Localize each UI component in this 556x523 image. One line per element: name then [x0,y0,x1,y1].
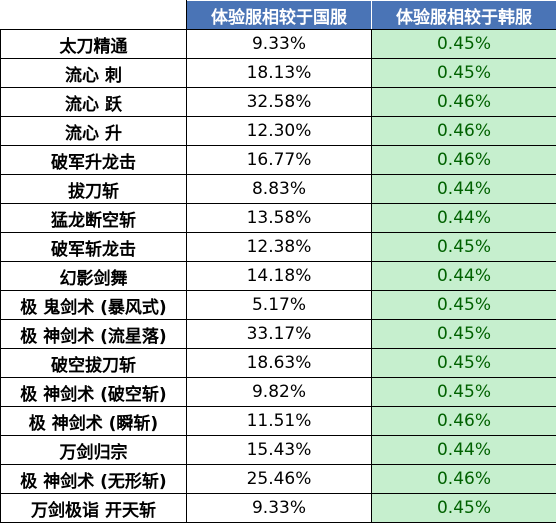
vs-kr-value-cell[interactable]: 0.44% [371,261,556,291]
vs-cn-value-cell[interactable]: 25.46% [186,464,372,494]
vs-cn-value-cell[interactable]: 18.13% [186,58,372,88]
table-row: 破军升龙击 16.77% 0.46% [0,145,556,175]
table-row: 极 神剑术 (破空斩) 9.82% 0.45% [0,377,556,407]
vs-kr-value-cell[interactable]: 0.45% [371,319,556,349]
skill-name-cell[interactable]: 极 鬼剑术 (暴风式) [0,290,187,320]
vs-kr-value-cell[interactable]: 0.44% [371,435,556,465]
vs-kr-value-cell[interactable]: 0.44% [371,174,556,204]
skill-name-cell[interactable]: 拔刀斩 [0,174,187,204]
vs-kr-value-cell[interactable]: 0.46% [371,464,556,494]
skill-name-cell[interactable]: 流心 刺 [0,58,187,88]
skill-name-cell[interactable]: 流心 升 [0,116,187,146]
skill-name-cell[interactable]: 万剑归宗 [0,435,187,465]
table-row: 太刀精通 9.33% 0.45% [0,29,556,59]
vs-kr-value-cell[interactable]: 0.45% [371,58,556,88]
vs-cn-value-cell[interactable]: 13.58% [186,203,372,233]
skill-name-cell[interactable]: 猛龙断空斩 [0,203,187,233]
table-body: 太刀精通 9.33% 0.45% 流心 刺 18.13% 0.45% 流心 跃 32.58% 0… [0,29,556,523]
table-row: 幻影剑舞 14.18% 0.44% [0,261,556,291]
vs-kr-value-cell[interactable]: 0.44% [371,203,556,233]
vs-cn-value-cell[interactable]: 16.77% [186,145,372,175]
vs-cn-value-cell[interactable]: 11.51% [186,406,372,436]
skill-name-cell[interactable]: 极 神剑术 (流星落) [0,319,187,349]
vs-cn-value-cell[interactable]: 5.17% [186,290,372,320]
skill-name-cell[interactable]: 万剑极诣 开天斩 [0,493,187,523]
vs-cn-value-cell[interactable]: 8.83% [186,174,372,204]
vs-cn-value-cell[interactable]: 9.82% [186,377,372,407]
vs-cn-value-cell[interactable]: 33.17% [186,319,372,349]
table-row: 万剑归宗 15.43% 0.44% [0,435,556,465]
header-vs-cn-server[interactable]: 体验服相较于国服 [186,0,372,30]
table-row: 极 神剑术 (无形斩) 25.46% 0.46% [0,464,556,494]
table-row: 极 神剑术 (流星落) 33.17% 0.45% [0,319,556,349]
vs-kr-value-cell[interactable]: 0.45% [371,377,556,407]
skill-name-cell[interactable]: 破空拔刀斩 [0,348,187,378]
header-row: 体验服相较于国服 体验服相较于韩服 [0,0,556,30]
skill-name-cell[interactable]: 破军斩龙击 [0,232,187,262]
vs-cn-value-cell[interactable]: 12.30% [186,116,372,146]
vs-kr-value-cell[interactable]: 0.45% [371,493,556,523]
table-row: 破军斩龙击 12.38% 0.45% [0,232,556,262]
skill-name-cell[interactable]: 极 神剑术 (无形斩) [0,464,187,494]
table-row: 万剑极诣 开天斩 9.33% 0.45% [0,493,556,523]
table-row: 猛龙断空斩 13.58% 0.44% [0,203,556,233]
vs-kr-value-cell[interactable]: 0.45% [371,29,556,59]
table-header: 体验服相较于国服 体验服相较于韩服 [0,0,556,30]
table-row: 拔刀斩 8.83% 0.44% [0,174,556,204]
header-skill-name[interactable] [0,0,187,30]
vs-kr-value-cell[interactable]: 0.46% [371,87,556,117]
table-row: 流心 升 12.30% 0.46% [0,116,556,146]
vs-kr-value-cell[interactable]: 0.46% [371,145,556,175]
skill-name-cell[interactable]: 极 神剑术 (破空斩) [0,377,187,407]
skill-name-cell[interactable]: 破军升龙击 [0,145,187,175]
vs-cn-value-cell[interactable]: 9.33% [186,493,372,523]
skill-name-cell[interactable]: 极 神剑术 (瞬斩) [0,406,187,436]
vs-cn-value-cell[interactable]: 14.18% [186,261,372,291]
vs-kr-value-cell[interactable]: 0.45% [371,232,556,262]
table-row: 流心 刺 18.13% 0.45% [0,58,556,88]
table-row: 极 神剑术 (瞬斩) 11.51% 0.46% [0,406,556,436]
vs-cn-value-cell[interactable]: 15.43% [186,435,372,465]
table-row: 流心 跃 32.58% 0.46% [0,87,556,117]
vs-cn-value-cell[interactable]: 32.58% [186,87,372,117]
header-vs-kr-server[interactable]: 体验服相较于韩服 [371,0,556,30]
vs-kr-value-cell[interactable]: 0.46% [371,116,556,146]
vs-kr-value-cell[interactable]: 0.45% [371,290,556,320]
vs-kr-value-cell[interactable]: 0.46% [371,406,556,436]
table-row: 极 鬼剑术 (暴风式) 5.17% 0.45% [0,290,556,320]
table-row: 破空拔刀斩 18.63% 0.45% [0,348,556,378]
vs-cn-value-cell[interactable]: 18.63% [186,348,372,378]
vs-kr-value-cell[interactable]: 0.45% [371,348,556,378]
vs-cn-value-cell[interactable]: 12.38% [186,232,372,262]
skill-name-cell[interactable]: 太刀精通 [0,29,187,59]
vs-cn-value-cell[interactable]: 9.33% [186,29,372,59]
skill-name-cell[interactable]: 流心 跃 [0,87,187,117]
skill-name-cell[interactable]: 幻影剑舞 [0,261,187,291]
